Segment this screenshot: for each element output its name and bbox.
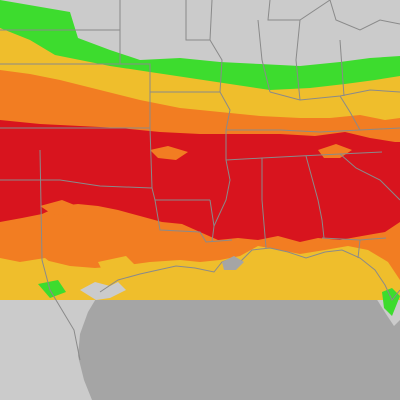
coastline (99, 247, 400, 301)
heat-band-red (0, 120, 400, 242)
state-border (39, 149, 81, 361)
state-border (261, 158, 267, 249)
state-border (257, 19, 271, 93)
green-patch (38, 280, 66, 298)
state-border (213, 159, 231, 227)
gulf-coast-land (80, 282, 126, 300)
state-border (0, 179, 153, 189)
yellow-patch (20, 258, 60, 282)
state-border (154, 199, 233, 243)
state-border (267, 0, 331, 21)
yellow-patch (98, 256, 138, 278)
state-border (0, 63, 151, 92)
state-border (339, 39, 345, 97)
state-border (329, 0, 400, 31)
orange-patch (150, 146, 188, 160)
lake-pontchartrain (222, 256, 244, 270)
state-border (185, 0, 210, 41)
state-border (339, 153, 400, 201)
state-border (339, 95, 361, 131)
state-border (226, 127, 400, 133)
state-border (150, 91, 231, 160)
state-borders (0, 0, 400, 361)
orange-patch (40, 200, 82, 216)
state-border (295, 19, 301, 101)
state-border (225, 151, 383, 161)
state-border (209, 0, 223, 93)
state-border (149, 127, 153, 189)
state-border (357, 239, 361, 259)
state-border (305, 155, 325, 239)
